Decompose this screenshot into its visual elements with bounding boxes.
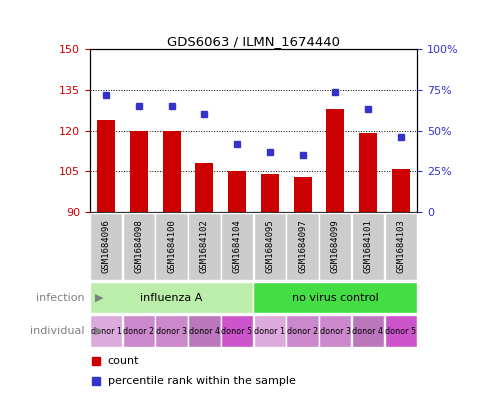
Bar [155, 213, 187, 280]
Text: GSM1684101: GSM1684101 [363, 220, 372, 274]
Text: donor 1: donor 1 [91, 327, 121, 336]
Bar [384, 213, 416, 280]
Bar [351, 316, 383, 347]
Text: GSM1684098: GSM1684098 [134, 220, 143, 274]
Bar [122, 316, 155, 347]
Bar [293, 177, 311, 212]
Text: GSM1684096: GSM1684096 [101, 220, 110, 274]
Text: influenza A: influenza A [140, 293, 202, 303]
Bar [90, 213, 122, 280]
Text: GSM1684099: GSM1684099 [330, 220, 339, 274]
Bar [188, 213, 220, 280]
Bar [90, 282, 253, 313]
Bar [155, 316, 187, 347]
Bar [220, 316, 253, 347]
Bar [188, 316, 220, 347]
Text: donor 4: donor 4 [188, 327, 219, 336]
Text: infection: infection [36, 293, 85, 303]
Text: donor 1: donor 1 [254, 327, 285, 336]
Text: donor 5: donor 5 [221, 327, 252, 336]
Text: individual: individual [30, 326, 85, 336]
Bar [358, 133, 376, 212]
Text: donor 3: donor 3 [156, 327, 187, 336]
Bar [260, 174, 278, 212]
Bar [391, 169, 409, 212]
Text: donor 3: donor 3 [319, 327, 350, 336]
Text: no virus control: no virus control [291, 293, 378, 303]
Text: GSM1684104: GSM1684104 [232, 220, 241, 274]
Text: donor 2: donor 2 [123, 327, 154, 336]
Text: GSM1684097: GSM1684097 [297, 220, 306, 274]
Bar [227, 171, 245, 212]
Title: GDS6063 / ILMN_1674440: GDS6063 / ILMN_1674440 [166, 35, 339, 48]
Text: donor 2: donor 2 [287, 327, 318, 336]
Bar [253, 316, 286, 347]
Bar [286, 213, 318, 280]
Bar [90, 316, 122, 347]
Text: GSM1684102: GSM1684102 [199, 220, 209, 274]
Bar [326, 109, 344, 212]
Bar [286, 316, 318, 347]
Bar [318, 213, 351, 280]
Bar [318, 316, 351, 347]
Bar [195, 163, 213, 212]
Bar [253, 213, 286, 280]
Text: ▶: ▶ [94, 326, 103, 336]
Text: GSM1684103: GSM1684103 [395, 220, 405, 274]
Bar [122, 213, 155, 280]
Text: donor 5: donor 5 [384, 327, 415, 336]
Text: percentile rank within the sample: percentile rank within the sample [107, 376, 295, 386]
Bar [97, 120, 115, 212]
Bar [130, 130, 148, 212]
Text: GSM1684095: GSM1684095 [265, 220, 274, 274]
Text: GSM1684100: GSM1684100 [166, 220, 176, 274]
Text: count: count [107, 356, 139, 366]
Text: ▶: ▶ [94, 293, 103, 303]
Bar [253, 282, 416, 313]
Bar [162, 130, 180, 212]
Text: donor 4: donor 4 [352, 327, 383, 336]
Bar [384, 316, 416, 347]
Bar [220, 213, 253, 280]
Bar [351, 213, 383, 280]
